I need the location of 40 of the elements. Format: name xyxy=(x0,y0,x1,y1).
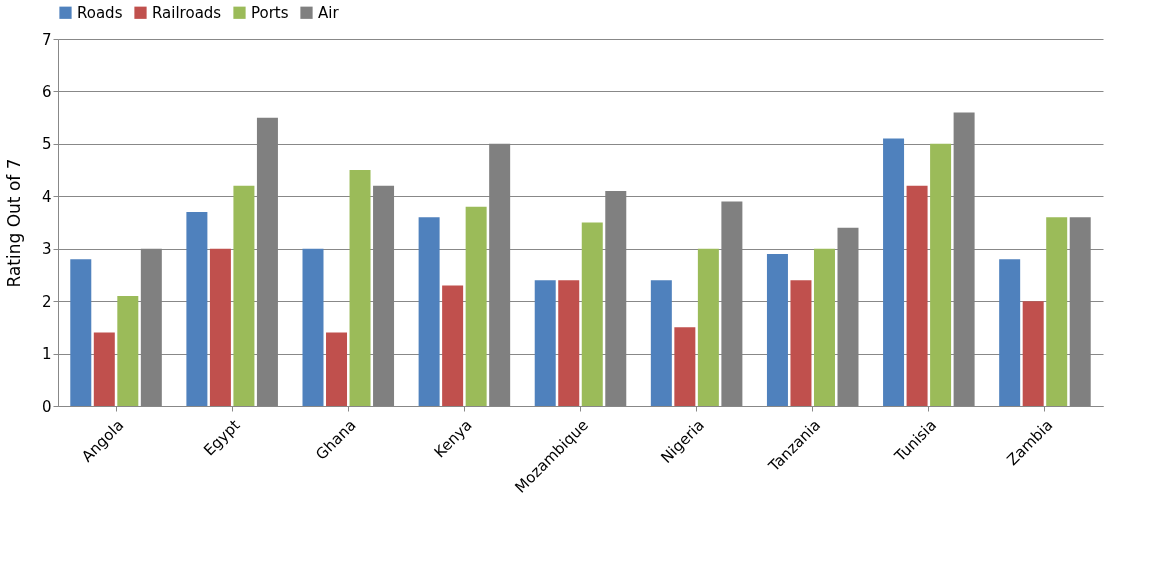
y-tick-label: 0 xyxy=(41,397,52,416)
bar xyxy=(813,248,835,406)
bar xyxy=(70,259,92,406)
bar xyxy=(186,212,208,406)
y-tick-label: 2 xyxy=(41,292,52,311)
bar xyxy=(906,185,928,406)
bar xyxy=(1022,301,1044,406)
y-tick-label: 4 xyxy=(41,187,52,206)
y-tick-label: 7 xyxy=(41,30,52,49)
legend-label: Air xyxy=(318,3,340,22)
bar xyxy=(790,280,812,406)
bar xyxy=(233,185,255,406)
legend-label: Railroads xyxy=(152,3,222,22)
bar xyxy=(766,253,788,406)
bar xyxy=(697,248,719,406)
bar xyxy=(442,285,464,406)
legend-label: Ports xyxy=(251,3,289,22)
bar xyxy=(209,248,231,406)
y-tick-label: 3 xyxy=(41,240,52,259)
bar xyxy=(465,206,487,406)
bar xyxy=(302,248,324,406)
bar xyxy=(558,280,580,406)
bar xyxy=(674,327,696,406)
legend-label: Roads xyxy=(77,3,123,22)
y-tick-label: 1 xyxy=(41,345,52,364)
bar xyxy=(326,332,348,406)
bar xyxy=(999,259,1021,406)
y-axis-title: Rating Out of 7 xyxy=(3,158,24,288)
bar xyxy=(930,143,952,406)
bar xyxy=(93,332,115,406)
bar xyxy=(349,170,371,406)
bar xyxy=(418,217,440,406)
bar xyxy=(117,295,139,406)
bar xyxy=(581,222,603,406)
bar xyxy=(534,280,556,406)
bar xyxy=(1046,217,1068,406)
bar xyxy=(650,280,672,406)
bar xyxy=(883,138,905,406)
y-tick-label: 5 xyxy=(41,135,52,154)
y-tick-label: 6 xyxy=(41,82,52,101)
